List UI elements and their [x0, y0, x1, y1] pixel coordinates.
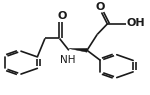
Text: OH: OH	[127, 18, 146, 28]
Text: O: O	[95, 2, 105, 12]
Text: O: O	[57, 11, 67, 21]
Text: NH: NH	[60, 55, 76, 65]
Polygon shape	[69, 48, 87, 52]
